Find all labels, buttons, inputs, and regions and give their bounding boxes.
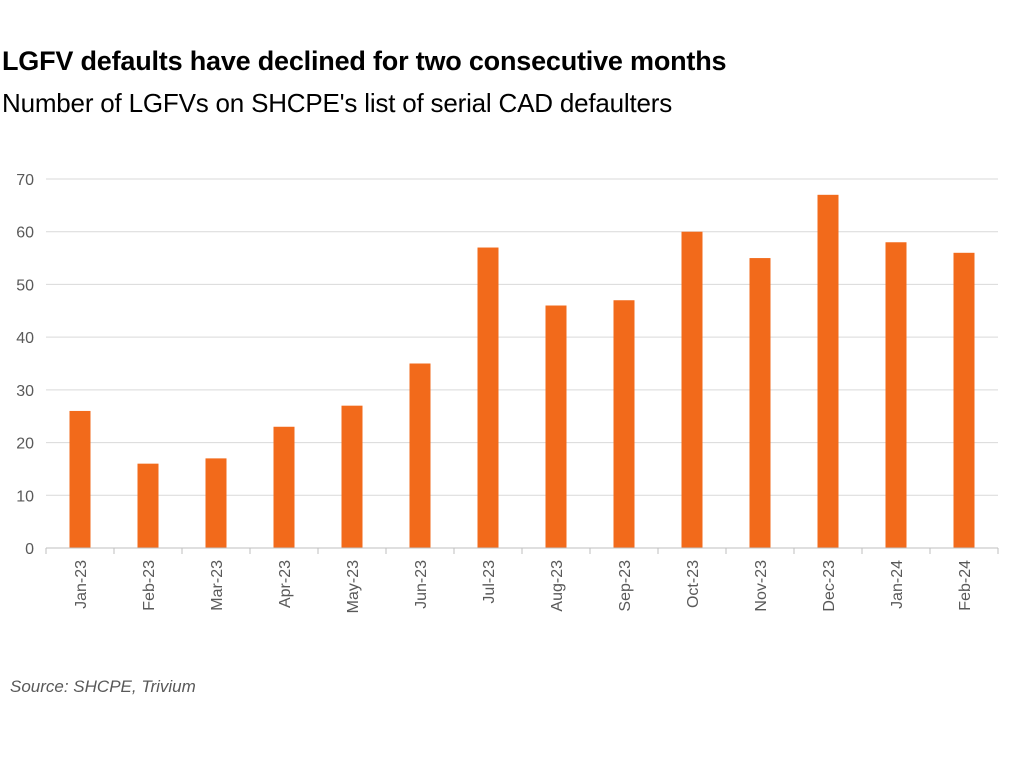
axes [45,547,999,554]
y-tick-label: 50 [16,277,34,294]
bar-sep-23 [613,300,635,548]
x-tick-label: Dec-23 [821,560,838,612]
y-tick-labels: 0 10 20 30 40 50 60 70 [16,172,34,558]
bar-jan-23 [69,410,91,548]
bar-jul-23 [477,247,499,548]
x-tick-label: May-23 [345,560,362,613]
y-tick-label: 0 [25,541,34,558]
y-tick-label: 70 [16,172,34,189]
bar-nov-23 [749,258,771,548]
x-tick-labels: Jan-23 Feb-23 Mar-23 Apr-23 May-23 Jun-23 Jul-… [73,560,974,613]
x-tick-label: Jan-23 [73,560,90,609]
x-tick-label: Feb-23 [141,560,158,611]
chart-subtitle: Number of LGFVs on SHCPE's list of seria… [2,88,673,118]
x-tick-label: Apr-23 [277,560,294,608]
y-tick-label: 40 [16,330,34,347]
bar-apr-23 [273,426,295,548]
y-tick-label: 20 [16,436,34,453]
y-tick-label: 30 [16,383,34,400]
x-tick-label: Aug-23 [549,560,566,612]
x-tick-label: Mar-23 [209,560,226,611]
y-tick-label: 60 [16,225,34,242]
bar-feb-23 [137,463,159,548]
x-tick-label: Jun-23 [413,560,430,609]
bar-feb-24 [953,252,975,549]
source-note: Source: SHCPE, Trivium [10,677,196,696]
bar-jan-24 [885,242,907,548]
bar-aug-23 [545,305,567,548]
bars [69,194,975,549]
bar-oct-23 [681,231,703,548]
bar-dec-23 [817,194,839,549]
x-tick-label: Oct-23 [685,560,702,608]
gridlines [46,178,998,496]
chart-title: LGFV defaults have declined for two cons… [2,46,727,76]
bar-may-23 [341,405,363,548]
bar-mar-23 [205,458,227,548]
bar-jun-23 [409,363,431,548]
x-tick-label: Jan-24 [889,560,906,609]
y-tick-label: 10 [16,488,34,505]
x-tick-label: Nov-23 [753,560,770,612]
x-tick-label: Sep-23 [617,560,634,612]
x-tick-label: Feb-24 [957,560,974,611]
x-tick-label: Jul-23 [481,560,498,604]
